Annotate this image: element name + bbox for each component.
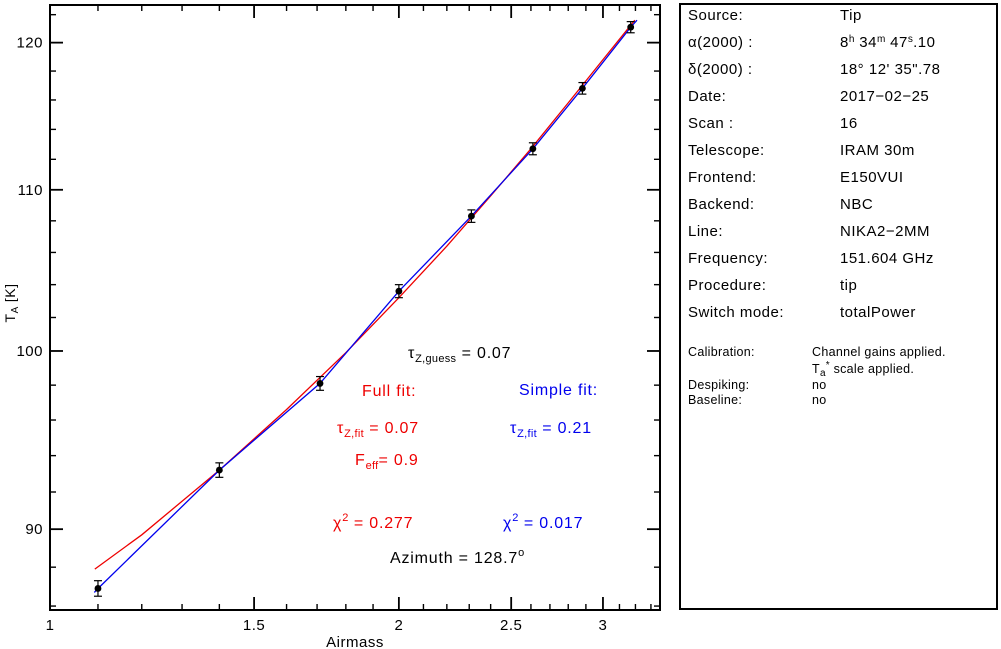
info-row-line: Line: NIKA2−2MM [681,223,996,241]
frontend-label: Frontend: [688,169,757,186]
baseline-label: Baseline: [688,393,743,407]
info-row-calibration-2: Ta* scale applied. [681,360,996,379]
annotation-f-eff: Feff= 0.9 [355,452,419,472]
calibration-value-line1: Channel gains applied. [812,345,946,359]
annotation-tau-guess: τZ,guess = 0.07 [408,345,512,365]
backend-value: NBC [840,196,874,213]
x-axis-tick-label: 3 [599,617,608,634]
procedure-label: Procedure: [688,277,767,294]
switch-mode-label: Switch mode: [688,304,785,321]
tip-scan-plot: 1 1.5 2 2.5 3 90 100 110 120 Airmass [16,4,661,649]
frontend-value: E150VUI [840,169,904,186]
data-point [579,84,586,92]
line-label: Line: [688,223,724,240]
frequency-label: Frequency: [688,250,769,267]
telescope-value: IRAM 30m [840,142,915,159]
x-axis-tick-label: 1 [46,617,55,634]
despiking-value: no [812,378,827,392]
scan-label: Scan : [688,115,734,132]
annotation-azimuth: Azimuth = 128.7o [390,547,525,567]
dec-label: δ(2000) : [688,61,753,78]
data-point [529,145,537,153]
info-row-backend: Backend: NBC [681,196,996,214]
backend-label: Backend: [688,196,755,213]
plot-box [49,4,661,611]
data-point [468,212,475,220]
annotation-simple-fit-header: Simple fit: [519,382,599,399]
info-row-calibration: Calibration: Channel gains applied. [681,345,996,360]
data-point [395,287,403,295]
source-label: Source: [688,7,744,24]
info-row-baseline: Baseline: no [681,393,996,408]
full_fit-line [94,19,636,570]
baseline-value: no [812,393,827,407]
x-axis-tick-label: 2.5 [500,617,522,634]
telescope-label: Telescope: [688,142,765,159]
ra-value: 8h 34m 47s.10 [840,34,936,51]
info-row-procedure: Procedure: tip [681,277,996,295]
info-row-switch-mode: Switch mode: totalPower [681,304,996,322]
data-point [316,380,324,387]
date-value: 2017−02−25 [840,88,930,105]
line-value: NIKA2−2MM [840,223,930,240]
info-row-telescope: Telescope: IRAM 30m [681,142,996,160]
data-point [215,466,223,474]
scan-value: 16 [840,115,858,132]
annotation-chi2-simple: χ2 = 0.017 [503,512,584,532]
observation-info-panel: Source: Tip α(2000) : 8h 34m 47s.10 δ(20… [679,3,998,610]
data-point [94,585,102,592]
procedure-value: tip [840,277,858,294]
info-row-source: Source: Tip [681,7,996,25]
simple_fit-line [93,19,638,593]
dec-value: 18° 12' 35".78 [840,61,941,78]
info-row-frequency: Frequency: 151.604 GHz [681,250,996,268]
calibration-value-line2: Ta* scale applied. [812,360,915,379]
y-axis-tick-label: 110 [18,182,43,199]
info-row-frontend: Frontend: E150VUI [681,169,996,187]
y-axis-tick-label: 100 [16,343,43,360]
annotation-tau-fit-full: τZ,fit = 0.07 [337,420,419,440]
info-row-ra: α(2000) : 8h 34m 47s.10 [681,34,996,52]
calibration-label: Calibration: [688,345,755,359]
x-axis-tick-label: 1.5 [243,617,265,634]
despiking-label: Despiking: [688,378,750,392]
ra-label: α(2000) : [688,34,753,51]
data-point [627,23,635,31]
info-row-despiking: Despiking: no [681,378,996,393]
annotation-full-fit-header: Full fit: [362,383,417,400]
info-row-date: Date: 2017−02−25 [681,88,996,106]
annotation-chi2-full: χ2 = 0.277 [333,512,414,532]
y-axis-tick-label: 120 [16,35,43,52]
switch-mode-value: totalPower [840,304,916,321]
date-label: Date: [688,88,727,105]
x-axis-label: Airmass [326,634,384,649]
annotation-tau-fit-simple: τZ,fit = 0.21 [510,420,592,440]
info-row-dec: δ(2000) : 18° 12' 35".78 [681,61,996,79]
y-axis-label: TA [K] [2,283,21,323]
source-value: Tip [840,7,862,24]
info-row-scan: Scan : 16 [681,115,996,133]
frequency-value: 151.604 GHz [840,250,934,267]
y-axis-tick-label: 90 [25,521,43,538]
x-axis-tick-label: 2 [394,617,403,634]
